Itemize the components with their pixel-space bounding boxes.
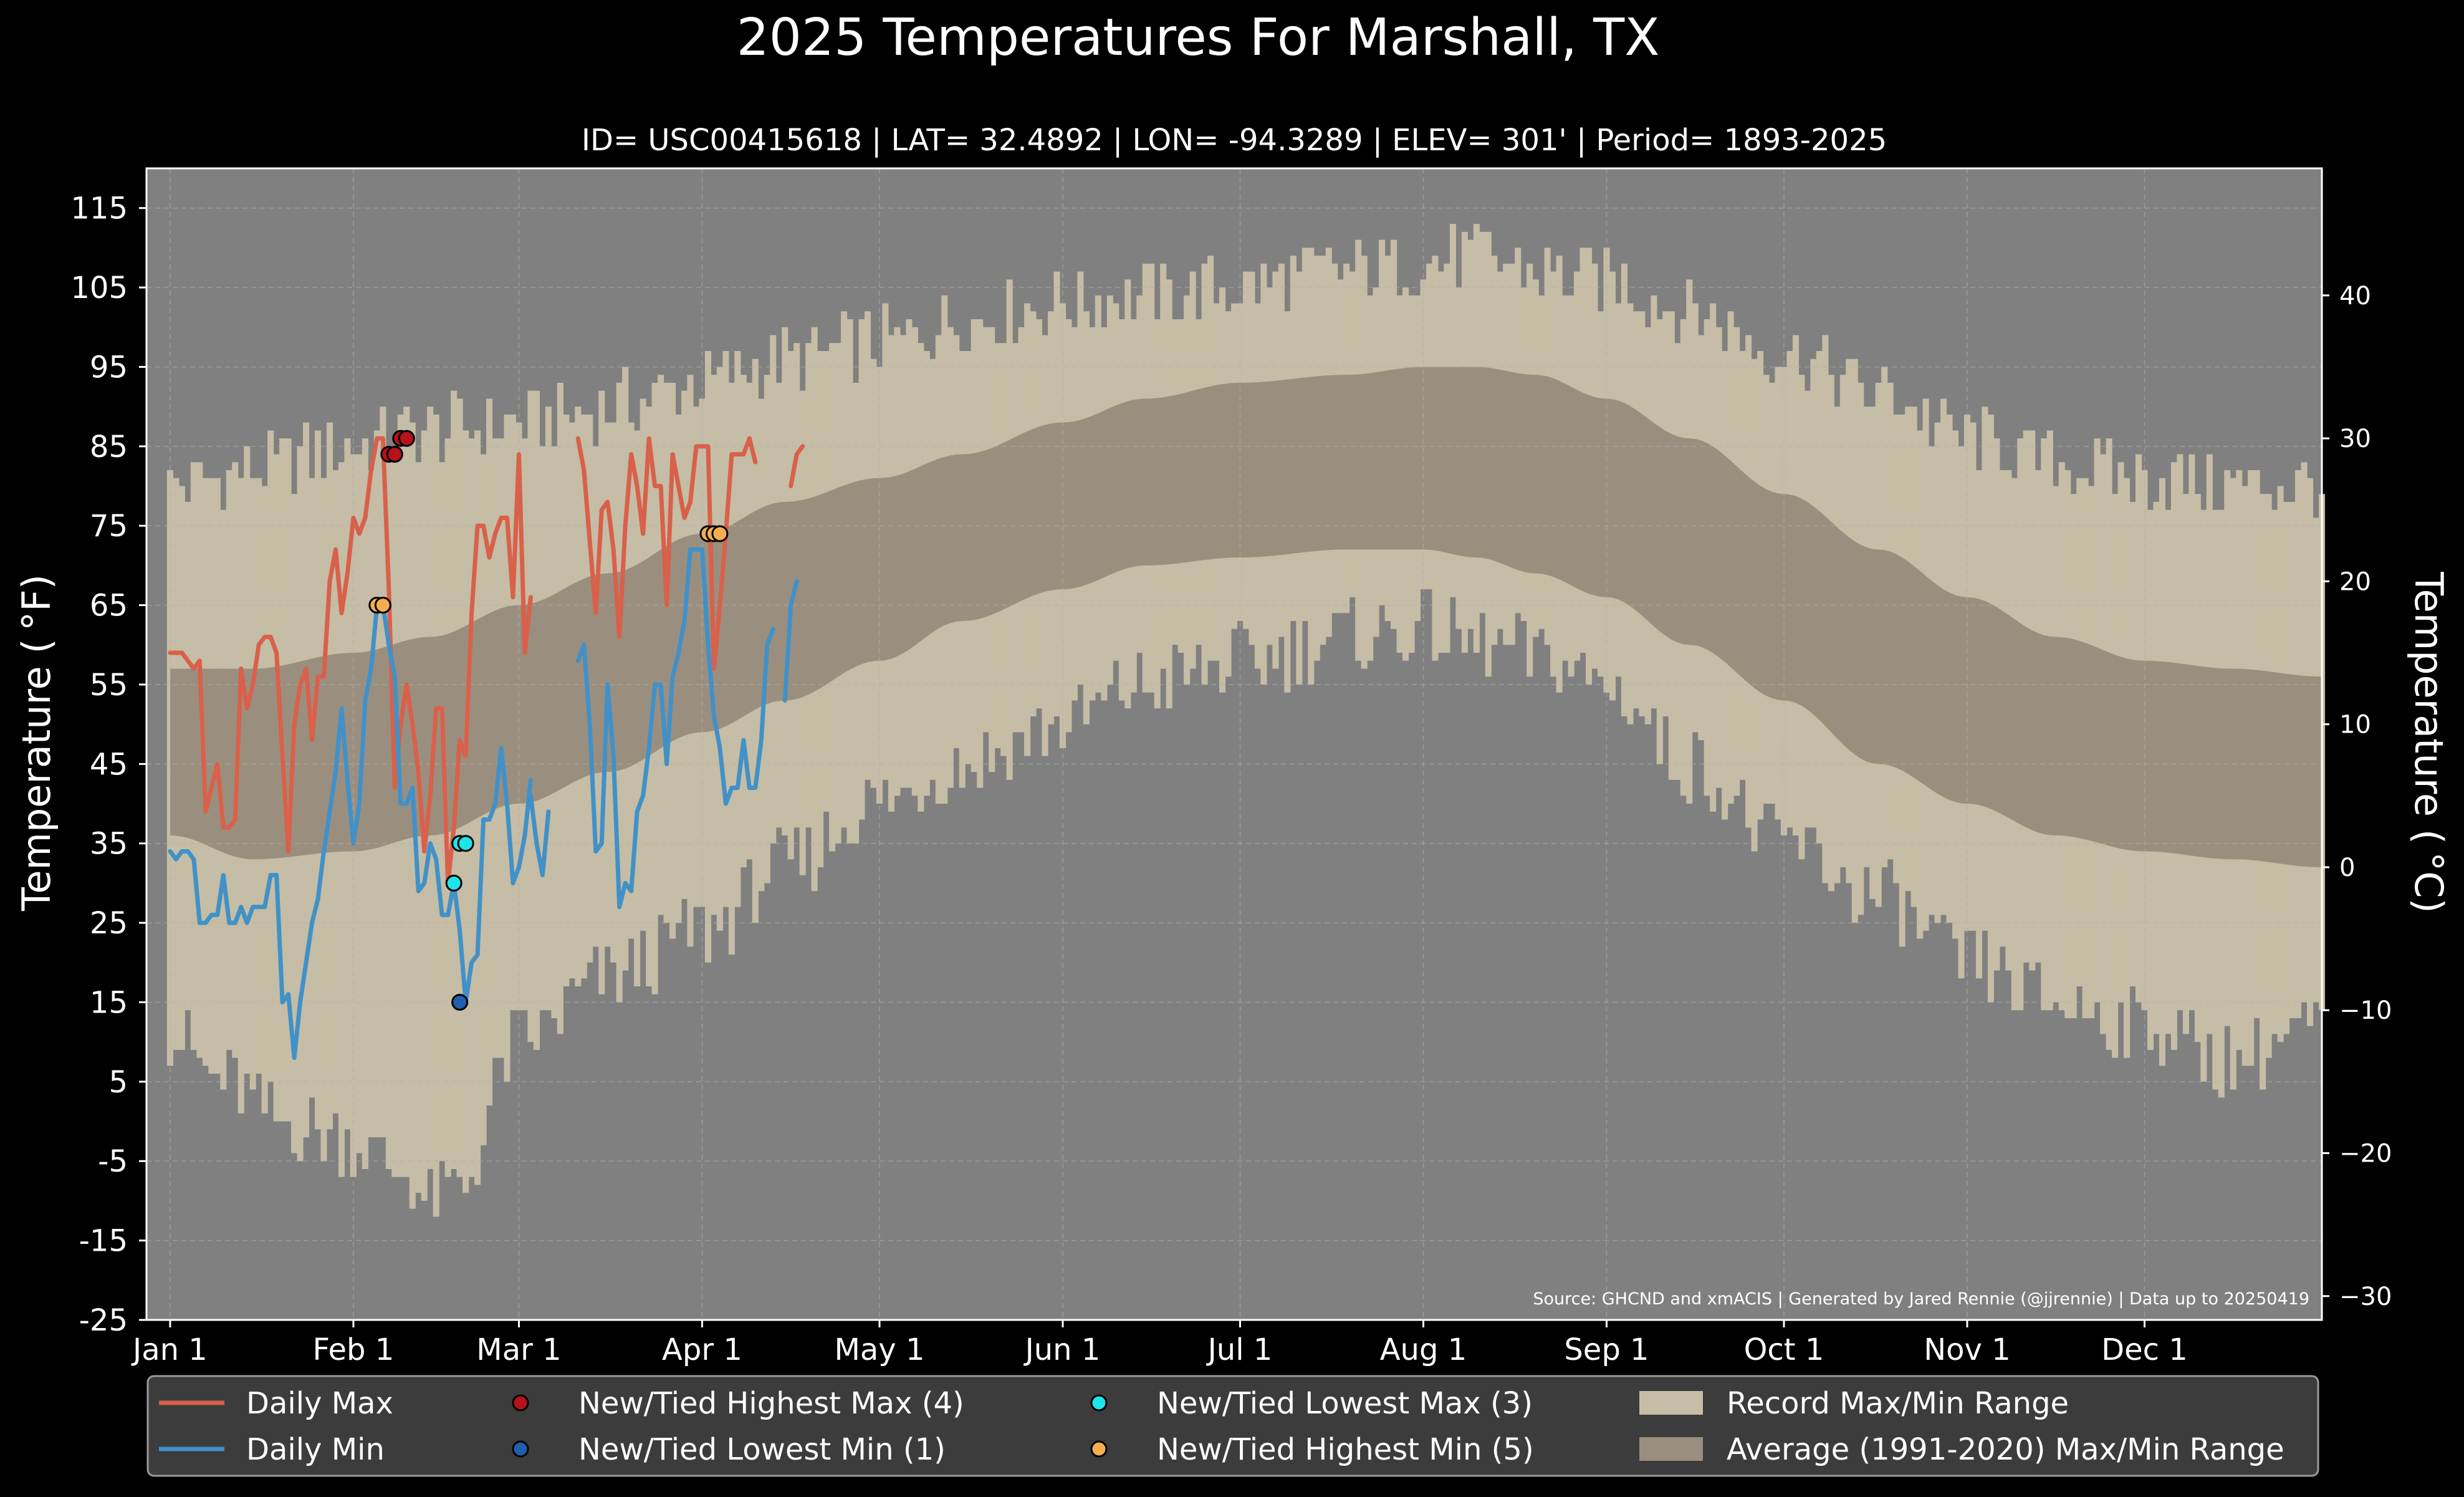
highest-min-marker [374,597,391,614]
legend-label: Daily Min [246,1432,385,1467]
y-tick-label-right: 0 [2339,854,2355,882]
x-tick-label: Sep 1 [1564,1332,1649,1367]
highest-max-marker [386,446,403,463]
y-tick-label: 115 [70,191,128,226]
y-tick-label: -5 [98,1144,128,1179]
y-tick-label-right: 30 [2339,425,2371,453]
y-tick-label: 105 [70,271,128,306]
y-tick-label: 25 [90,906,128,941]
legend-label: New/Tied Highest Min (5) [1157,1432,1534,1467]
legend-swatch-marker [512,1440,529,1458]
x-tick-label: Apr 1 [662,1332,742,1367]
legend-label: New/Tied Highest Max (4) [578,1386,964,1421]
legend-label: New/Tied Lowest Min (1) [578,1432,946,1467]
y-tick-label-right: 10 [2339,711,2371,739]
x-tick-label: May 1 [834,1332,924,1367]
daily-max-line [168,436,533,885]
y-tick-label: -25 [79,1303,128,1338]
legend-swatch-patch [1639,1437,1703,1461]
x-tick-label: Nov 1 [1924,1332,2010,1367]
y-tick-label-right: −30 [2339,1283,2392,1311]
x-tick-label: Jun 1 [1023,1332,1101,1367]
plot-frame [145,167,2323,1321]
y-tick-label-right: 20 [2339,567,2371,596]
daily-min-line [528,793,551,878]
legend-label: New/Tied Lowest Max (3) [1157,1386,1533,1421]
legend-swatch-marker [1090,1394,1108,1412]
x-tick-label: Mar 1 [476,1332,561,1367]
highest-min-marker [711,525,729,542]
x-tick-label: Jan 1 [131,1332,208,1367]
chart-subtitle: ID= USC00415618 | LAT= 32.4892 | LON= -9… [582,123,1887,158]
daily-min-line [782,579,799,703]
y-tick-label: -15 [79,1224,128,1259]
x-tick-label: Jul 1 [1206,1332,1273,1367]
legend-label: Daily Max [246,1386,393,1421]
source-note: Source: GHCND and xmACIS | Generated by … [1533,1289,2309,1309]
y-tick-label: 55 [90,668,128,703]
x-tick-label: Aug 1 [1380,1332,1467,1367]
y-tick-label: 5 [108,1065,128,1100]
y-tick-label: 35 [90,827,128,862]
y-tick-label: 85 [90,430,128,465]
y-tick-label-right: −10 [2339,996,2392,1025]
y-tick-label: 95 [90,350,128,385]
legend-swatch-patch [1639,1391,1703,1415]
highest-max-marker [398,430,415,447]
y-tick-label: 75 [90,509,128,544]
plot-area [146,168,2326,1321]
y-tick-label-right: −20 [2339,1140,2392,1168]
axes: 115 105 95 85 75 65 55 45 35 25 15 5 -5 -15 -25 40 30 20 1… [70,167,2392,1367]
y-tick-label: 65 [90,589,128,623]
daily-min-line [575,547,775,910]
y-tick-label: 15 [90,985,128,1020]
legend-label: Average (1991-2020) Max/Min Range [1727,1432,2284,1467]
lowest-max-marker [445,874,463,892]
y-axis-label-left: Temperature ( °F) [14,574,59,912]
daily-max-line [789,444,805,489]
chart-title: 2025 Temperatures For Marshall, TX [737,8,1660,67]
legend-swatch-marker [512,1394,529,1412]
legend-swatch-marker [1090,1440,1108,1458]
x-tick-label: Oct 1 [1744,1332,1824,1367]
y-tick-label: 45 [90,747,128,782]
y-axis-label-right: Temperature ( °C) [2406,571,2452,913]
lowest-min-marker [451,993,469,1011]
legend-box [146,1375,2319,1477]
legend: Daily Max Daily Min New/Tied Highest Max (… [146,1375,2319,1477]
x-tick-label: Feb 1 [313,1332,395,1367]
normal-range-band [170,367,2322,867]
daily-min-line [168,603,533,1061]
legend-label: Record Max/Min Range [1727,1386,2069,1421]
y-tick-label-right: 40 [2339,282,2371,310]
lowest-max-marker [457,835,474,852]
x-tick-label: Dec 1 [2101,1332,2188,1367]
